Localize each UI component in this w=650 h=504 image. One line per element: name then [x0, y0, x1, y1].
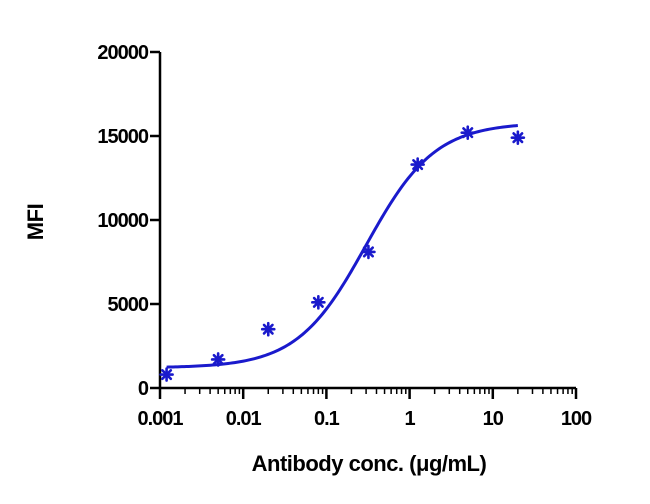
- y-tick-label: 10000: [97, 210, 148, 232]
- x-tick-label: 0.001: [137, 408, 183, 430]
- x-axis-title: Antibody conc. (μg/mL): [252, 451, 487, 476]
- data-point-stroke: [161, 369, 173, 381]
- data-point: [159, 367, 174, 382]
- y-axis-title: MFI: [23, 204, 48, 240]
- x-tick-label: 10: [483, 408, 504, 430]
- data-point: [260, 321, 276, 337]
- data-point: [410, 157, 425, 172]
- x-tick-label: 100: [561, 408, 592, 430]
- data-point: [510, 130, 526, 145]
- data-point: [361, 244, 376, 260]
- data-point-stroke: [262, 323, 274, 335]
- data-points: [159, 125, 526, 382]
- data-point-stroke: [312, 296, 324, 308]
- fit-curve: [166, 124, 518, 369]
- data-point-stroke: [362, 246, 374, 258]
- data-point-stroke: [512, 132, 524, 144]
- data-point-stroke: [212, 353, 224, 365]
- data-point: [210, 352, 226, 367]
- data-point: [311, 295, 326, 310]
- y-tick-label: 15000: [97, 126, 148, 148]
- y-tick-label: 5000: [108, 294, 149, 316]
- data-point-stroke: [462, 127, 474, 139]
- data-point: [460, 125, 476, 140]
- y-axis: 0 5000 10000 15000 20000: [97, 42, 162, 400]
- x-tick-label: 0.1: [314, 408, 340, 430]
- data-point-stroke: [412, 159, 424, 171]
- x-axis: 0.001 0.01 0.1 1 10 100: [137, 386, 593, 430]
- y-tick-label: 20000: [97, 42, 148, 64]
- x-tick-label: 1: [405, 408, 416, 430]
- y-tick-label: 0: [138, 378, 149, 400]
- x-tick-label: 0.01: [226, 408, 262, 430]
